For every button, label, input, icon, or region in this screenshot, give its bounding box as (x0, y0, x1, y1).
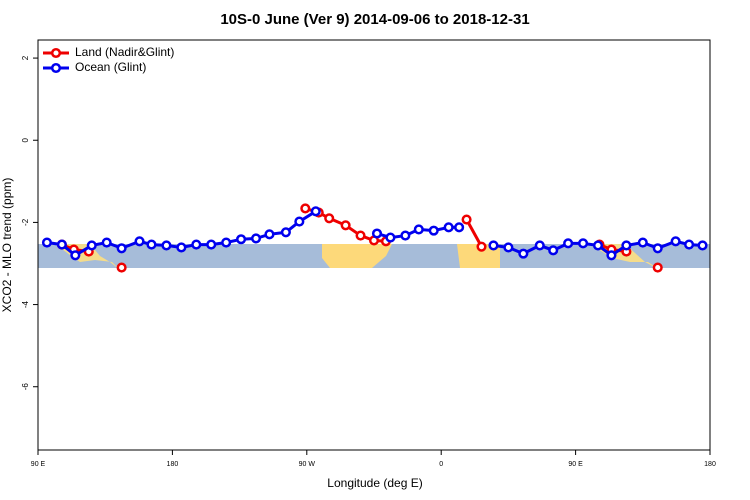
data-point (488, 240, 499, 251)
data-point (652, 262, 663, 273)
data-point (443, 222, 454, 233)
data-point (116, 262, 127, 273)
data-point (250, 233, 262, 244)
data-point (264, 229, 275, 240)
data-point (400, 230, 411, 241)
data-point (280, 227, 291, 238)
y-tick-label: 0 (21, 137, 30, 142)
x-tick-label: 90 E (568, 461, 583, 468)
plot-frame (37, 39, 711, 451)
data-point (606, 250, 617, 261)
y-tick-label: 2 (21, 55, 30, 60)
data-point (310, 206, 321, 217)
data-point (146, 239, 157, 250)
y-tick-label: -6 (21, 383, 30, 391)
data-point (101, 237, 112, 248)
data-point (697, 240, 708, 251)
data-point (191, 239, 202, 250)
data-point (518, 248, 529, 259)
data-point (116, 243, 127, 254)
data-point (161, 240, 172, 251)
data-point (86, 240, 97, 251)
y-tick-label: -2 (21, 218, 30, 226)
data-point (300, 203, 311, 214)
data-point (324, 213, 335, 224)
chart-title: 10S-0 June (Ver 9) 2014-09-06 to 2018-12… (220, 11, 529, 28)
data-point (592, 240, 604, 251)
legend-label: Ocean (Glint) (75, 60, 146, 74)
data-point (476, 241, 487, 252)
data-point (578, 238, 589, 249)
data-point (176, 242, 187, 253)
y-tick-label: -4 (21, 300, 30, 308)
data-point (548, 245, 559, 256)
data-point (670, 236, 681, 247)
legend-marker (50, 47, 62, 59)
data-point (503, 242, 514, 253)
data-point (56, 239, 67, 250)
data-point (206, 239, 217, 250)
data-point (461, 214, 472, 225)
legend-marker (50, 62, 62, 74)
x-tick-label: 180 (704, 461, 716, 468)
x-axis-label: Longitude (deg E) (327, 476, 422, 490)
data-point (41, 237, 53, 248)
data-point (563, 238, 574, 249)
data-point (413, 224, 424, 235)
data-point (134, 236, 145, 247)
data-point (294, 216, 305, 227)
data-point (684, 239, 695, 250)
data-point (340, 220, 351, 231)
data-point (637, 237, 648, 248)
legend-label: Land (Nadir&Glint) (75, 45, 174, 59)
data-point (355, 230, 366, 241)
data-point (371, 228, 383, 239)
data-point (621, 240, 632, 251)
data-point (385, 232, 396, 243)
data-point (428, 225, 439, 236)
x-tick-label: 0 (439, 461, 443, 468)
data-point (236, 234, 247, 245)
x-tick-label: 180 (167, 461, 179, 468)
data-point (652, 243, 663, 254)
data-point (534, 240, 545, 251)
x-tick-label: 90 E (31, 461, 46, 468)
data-point (221, 237, 232, 248)
data-point (454, 222, 465, 233)
x-tick-label: 90 W (299, 461, 316, 468)
data-point (70, 250, 81, 261)
y-axis-label: XCO2 - MLO trend (ppm) (0, 178, 14, 313)
